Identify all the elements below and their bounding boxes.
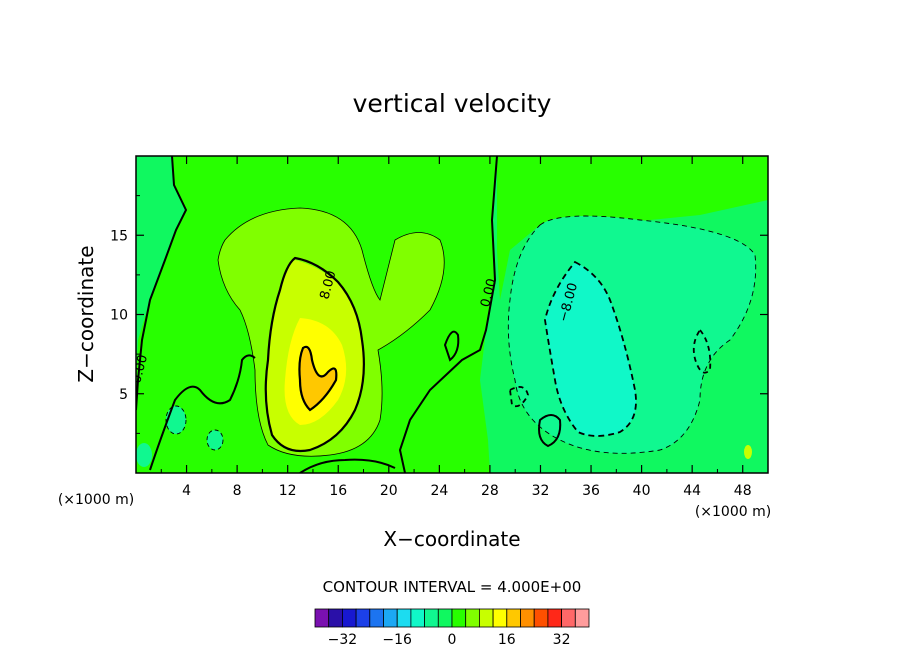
x-tick-label: 24: [430, 483, 448, 499]
x-tick-label: 28: [481, 483, 499, 499]
contour-label: 0.00: [478, 277, 500, 309]
y-tick-label: 15: [110, 228, 128, 244]
colorbar-swatch: [437, 608, 453, 628]
x-tick-label: 16: [329, 483, 347, 499]
colorbar-swatch: [478, 608, 494, 628]
field-blob: [744, 445, 752, 459]
x-axis-unit-right: (×1000 m): [695, 504, 771, 520]
x-tick-label: 12: [279, 483, 297, 499]
contour-label: 8.00: [318, 269, 340, 301]
contour-zero-left: [136, 156, 188, 411]
field-blob: [136, 443, 152, 467]
colorbar-swatch: [314, 608, 330, 628]
colorbar: −32 −16 0 16 32: [314, 608, 590, 648]
y-axis-label: Z−coordinate: [74, 245, 98, 382]
colorbar-swatch: [410, 608, 425, 628]
colorbar-swatch: [355, 608, 371, 628]
y-axis: 5 10 15: [110, 195, 768, 434]
field-blob: [207, 430, 223, 450]
x-tick-label: 20: [380, 483, 398, 499]
contour-lines: [136, 156, 757, 473]
colorbar-swatch: [492, 608, 508, 628]
contour-minus-4-blob: [165, 405, 187, 435]
y-tick-label: 5: [119, 387, 128, 403]
colorbar-swatch: [561, 608, 576, 628]
contour-zero-blob: [443, 330, 460, 362]
colorbar-swatch: [328, 608, 343, 628]
colorbar-swatch: [424, 608, 439, 628]
y-tick-label: 10: [110, 308, 128, 324]
colorbar-swatch: [465, 608, 480, 628]
contour-minus-8-blob: [509, 386, 529, 408]
field-region-downdraft-core: [545, 262, 636, 436]
colorbar-tick-label: 16: [498, 632, 516, 648]
contour-minus-8-blob: [692, 328, 712, 374]
contour-zero-left-lower: [149, 354, 256, 471]
x-tick-label: 8: [233, 483, 242, 499]
contour-minus-8: [544, 260, 637, 437]
colorbar-swatch: [574, 608, 590, 628]
contour-zero-blob: [538, 414, 562, 448]
x-axis: 4 8 12 16 20 24 28 32 36 40 44 48: [160, 156, 752, 499]
x-tick-label: 4: [182, 483, 191, 499]
x-tick-label: 32: [532, 483, 550, 499]
contour-zero-mid: [398, 156, 498, 473]
plot-area: 8.00 0.00 −8.000.00: [136, 156, 768, 473]
colorbar-swatch: [369, 608, 384, 628]
x-tick-label: 40: [633, 483, 651, 499]
colorbar-tick-label: 0: [448, 632, 457, 648]
contour-interval-text: CONTOUR INTERVAL = 4.000E+00: [323, 578, 582, 596]
contour-minus-4-blob: [206, 429, 224, 451]
x-tick-label: 48: [734, 483, 752, 499]
colorbar-swatch: [341, 608, 357, 628]
x-axis-label: X−coordinate: [383, 527, 520, 551]
colorbar-tick-label: −16: [382, 632, 412, 648]
contour-plus-8: [264, 256, 365, 453]
x-tick-label: 44: [683, 483, 701, 499]
field-region-updraft-core: [299, 348, 337, 410]
chart-title: vertical velocity: [353, 89, 552, 118]
colorbar-swatch: [451, 608, 467, 628]
colorbar-tick-label: 32: [553, 632, 571, 648]
x-axis-unit-left: (×1000 m): [58, 492, 134, 508]
colorbar-tick-label: −32: [328, 632, 358, 648]
colorbar-swatch: [547, 608, 563, 628]
contour-plus-4: [217, 207, 445, 457]
x-tick-label: 36: [582, 483, 600, 499]
field-region-right-upper: [497, 156, 768, 300]
contour-minus-4: [507, 215, 757, 454]
contour-plus-16: [298, 345, 338, 412]
colorbar-swatch: [383, 608, 398, 628]
colorbar-swatch: [533, 608, 549, 628]
colorbar-swatch: [520, 608, 535, 628]
colorbar-swatch: [506, 608, 521, 628]
contour-zero-bottom: [299, 458, 396, 473]
colorbar-swatch: [396, 608, 412, 628]
